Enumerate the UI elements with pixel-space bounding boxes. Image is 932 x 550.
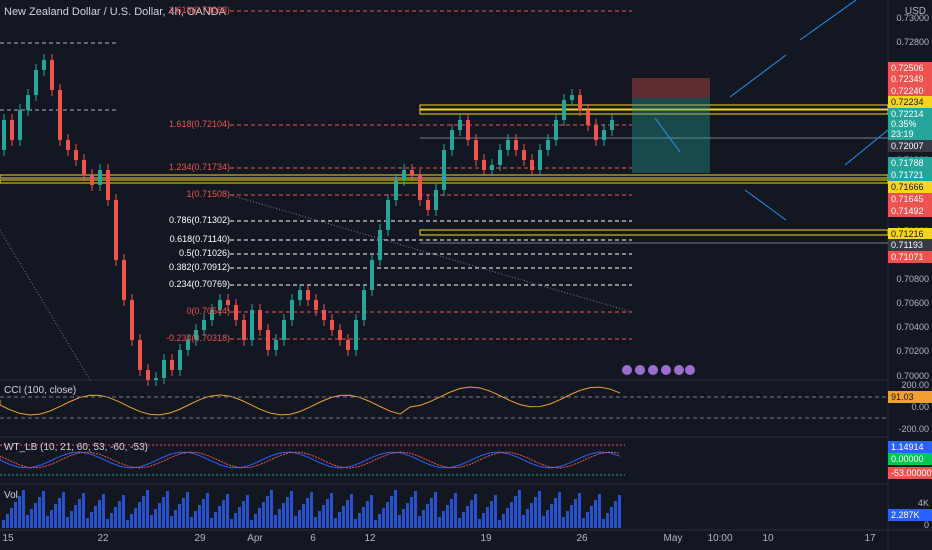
date-label: 10 xyxy=(762,533,774,544)
cci-line xyxy=(0,386,621,416)
date-label: 15 xyxy=(2,533,14,544)
cci-label: CCI (100, close) xyxy=(4,385,77,396)
fib-level-label: 0.786(0.71302) xyxy=(168,215,230,225)
wt-value-2: 0.00000 xyxy=(888,453,932,465)
currency-label: USD xyxy=(904,6,926,17)
price-box: 0.71193 xyxy=(888,239,932,251)
fib-level-label: 0.618(0.71140) xyxy=(169,234,230,244)
event-icons xyxy=(622,365,695,375)
cci-axis-0: 0.00 xyxy=(911,402,929,412)
fib-level-label: 1.234(0.71734) xyxy=(168,162,230,172)
date-label: May xyxy=(663,533,683,544)
vol-label: Vol xyxy=(4,490,18,501)
price-box: 0.71216 xyxy=(888,228,932,240)
price-box: 0.71721 xyxy=(888,169,932,181)
fib-level-label: 0.234(0.70769) xyxy=(168,279,230,289)
price-axis-label: 0.70000 xyxy=(896,371,929,381)
wt-value-3: -53.00000 xyxy=(888,467,932,479)
wt-line-2 xyxy=(0,451,621,469)
fib-level-label: -0.234(0.70318) xyxy=(165,333,230,343)
price-axis-label: 0.73000 xyxy=(896,13,929,23)
price-axis-label: 0.70800 xyxy=(896,274,929,284)
date-label: 17 xyxy=(864,533,876,544)
cci-axis-neg200: -200.00 xyxy=(898,424,929,434)
price-axis-label: 0.72800 xyxy=(896,37,929,47)
fib-level-label: 0.382(0.70912) xyxy=(168,262,230,272)
price-box: 0.71666 xyxy=(888,181,932,193)
wt-label: WT_LB (10, 21, 60, 53, -60, -53) xyxy=(4,442,148,453)
wt-line-1 xyxy=(0,451,621,469)
date-label: 26 xyxy=(576,533,588,544)
price-axis-label: 0.70600 xyxy=(896,298,929,308)
price-box: 0.72007 xyxy=(888,140,932,152)
price-box: 23:19 xyxy=(888,128,932,140)
fib-level-label: 1(0.71508) xyxy=(186,189,230,199)
date-label: 10:00 xyxy=(707,533,733,544)
fib-level-label: 0.5(0.71026) xyxy=(178,248,230,258)
price-axis-label: 0.70400 xyxy=(896,322,929,332)
price-box: 0.71645 xyxy=(888,193,932,205)
date-label: 22 xyxy=(97,533,109,544)
vol-value: 2.287K xyxy=(888,509,932,521)
date-label: 29 xyxy=(194,533,206,544)
price-box: 0.71492 xyxy=(888,205,932,217)
price-box: 0.72240 xyxy=(888,85,932,97)
date-label: 6 xyxy=(310,533,316,544)
price-box: 0.72349 xyxy=(888,73,932,85)
fib-level-label: 0(0.70544) xyxy=(186,306,230,316)
fib-lines xyxy=(230,10,632,340)
price-box: 0.72506 xyxy=(888,62,932,74)
price-axis-label: 0.70200 xyxy=(896,346,929,356)
price-box: 0.72234 xyxy=(888,96,932,108)
price-box: 0.71071 xyxy=(888,251,932,263)
vol-axis-4k: 4K xyxy=(917,498,929,508)
price-box: 0.72214 xyxy=(888,108,932,120)
date-label: 12 xyxy=(364,533,376,544)
candles xyxy=(2,54,614,386)
fib-level-label: 1.618(0.72104) xyxy=(168,119,230,129)
price-box: 0.71788 xyxy=(888,157,932,169)
fib-level-label: 2.618(0.73068) xyxy=(168,5,230,15)
cci-value: 91.03 xyxy=(888,391,932,403)
symbol-title: New Zealand Dollar / U.S. Dollar, 4h, OA… xyxy=(4,6,226,18)
date-label: 19 xyxy=(480,533,492,544)
volume-bars xyxy=(2,490,621,528)
date-label: Apr xyxy=(247,533,263,544)
vol-axis-0: 0 xyxy=(923,520,929,530)
wt-value-1: 1.14914 xyxy=(888,441,932,453)
cci-axis-200: 200.00 xyxy=(901,380,929,390)
price-box: 0.35% xyxy=(888,118,932,130)
